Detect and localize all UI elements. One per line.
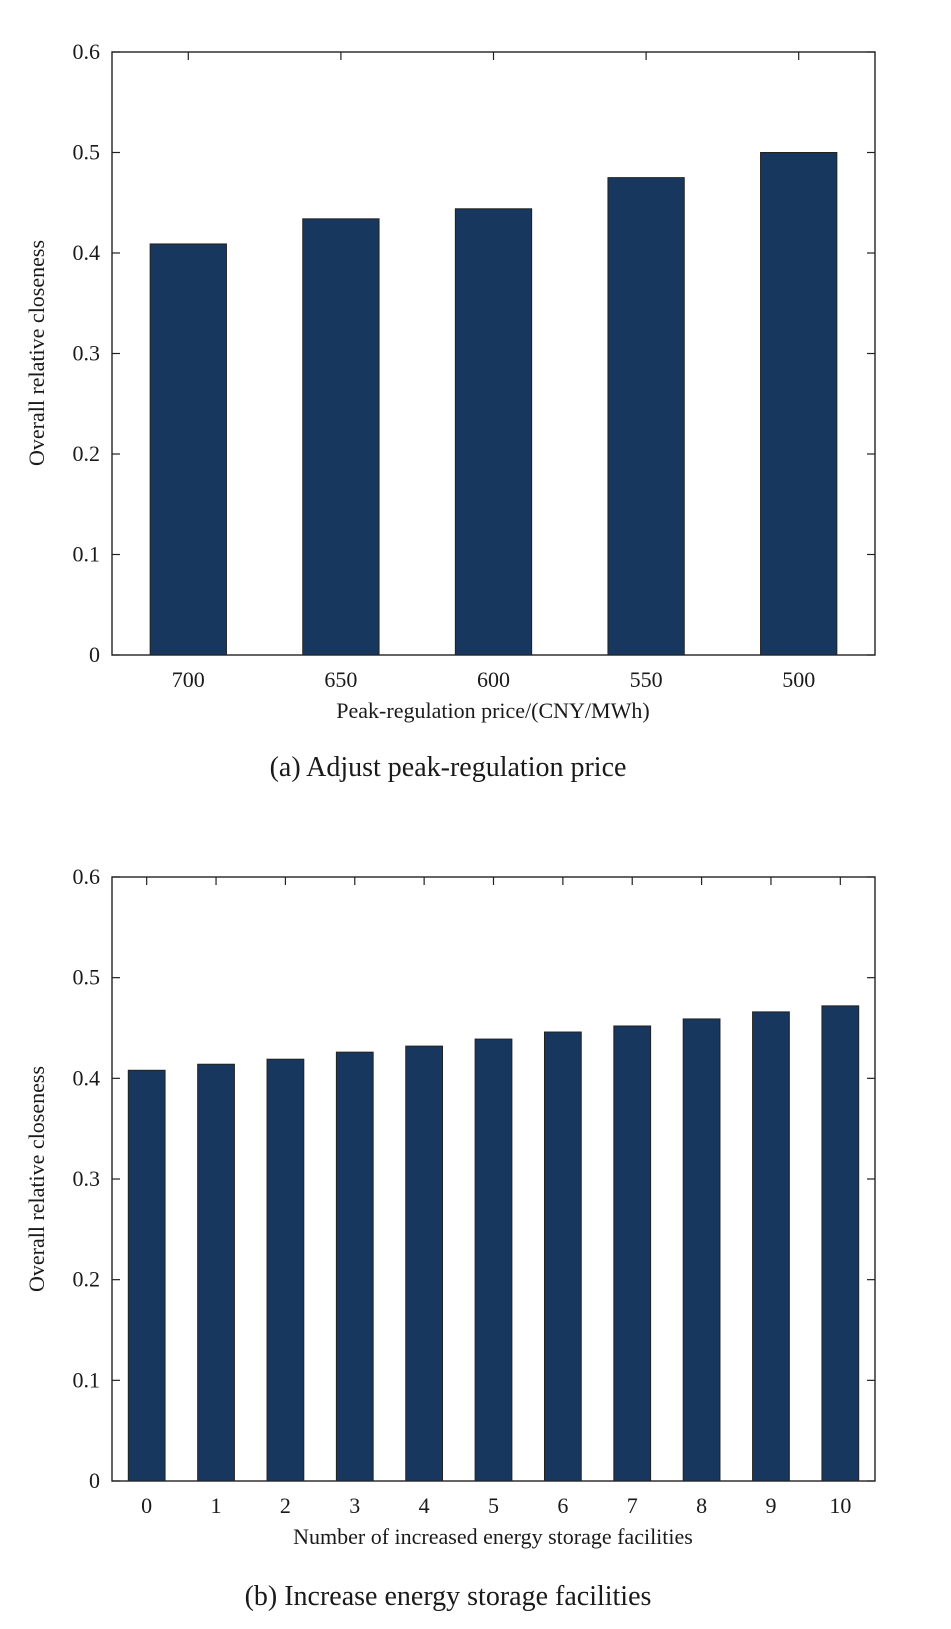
chart-b-energy-storage-facilities: 0 0.1 0.2 0.3 0.4 0.5 0.6 0 1 2 3 4 5 6 7 8 9 10 Number … [24, 864, 876, 1612]
chart-a-x-axis-label: Peak-regulation price/(CNY/MWh) [336, 698, 649, 723]
chart-b-y-tick-label: 0.1 [73, 1367, 101, 1392]
chart-b-y-tick-label: 0.3 [73, 1166, 101, 1191]
chart-b-y-tick-label: 0.2 [73, 1267, 101, 1292]
chart-a-bar-650 [302, 218, 380, 656]
chart-a-peak-regulation-price: 0 0.1 0.2 0.3 0.4 0.5 0.6 700 650 600 550 500 Peak… [24, 39, 876, 783]
chart-b-y-axis-label: Overall relative closeness [24, 1066, 49, 1292]
chart-b-x-tick-label: 6 [557, 1493, 568, 1518]
chart-b-y-tick-label: 0.5 [73, 965, 101, 990]
chart-a-y-tick-label: 0.2 [73, 441, 101, 466]
chart-b-bar-0 [127, 1069, 166, 1482]
chart-b-caption: (b) Increase energy storage facilities [245, 1581, 652, 1612]
chart-a-x-tick-label: 700 [172, 667, 205, 692]
chart-b-x-tick-label: 1 [211, 1493, 222, 1518]
chart-a-x-tick-label: 600 [477, 667, 510, 692]
chart-a-x-tick-label: 550 [630, 667, 663, 692]
chart-a-x-tick-label: 500 [782, 667, 815, 692]
chart-b-bar-7 [613, 1025, 652, 1482]
chart-a-y-tick-label: 0 [89, 642, 100, 667]
chart-b-bar-4 [405, 1045, 444, 1482]
chart-b-x-tick-label: 5 [488, 1493, 499, 1518]
chart-b-y-tick-labels: 0 0.1 0.2 0.3 0.4 0.5 0.6 [73, 864, 101, 1493]
chart-b-y-tick-label: 0 [89, 1468, 100, 1493]
chart-b-y-tick-label: 0.4 [73, 1065, 101, 1090]
chart-b-x-tick-label: 2 [280, 1493, 291, 1518]
chart-a-y-tick-label: 0.6 [73, 39, 101, 64]
chart-b-x-tick-label: 7 [627, 1493, 638, 1518]
chart-a-y-axis-label: Overall relative closeness [24, 240, 49, 466]
chart-b-x-tick-label: 4 [419, 1493, 430, 1518]
chart-b-x-tick-labels: 0 1 2 3 4 5 6 7 8 9 10 [141, 1493, 851, 1518]
chart-b-bar-1 [197, 1063, 235, 1482]
chart-a-bar-600 [454, 208, 533, 656]
chart-b-x-axis-label: Number of increased energy storage facil… [293, 1524, 693, 1549]
chart-a-y-tick-label: 0.5 [73, 140, 101, 165]
chart-b-y-tick-label: 0.6 [73, 864, 101, 889]
chart-b-bar-5 [474, 1038, 513, 1482]
chart-a-x-tick-labels: 700 650 600 550 500 [172, 667, 815, 692]
chart-b-bar-8 [682, 1018, 721, 1482]
chart-a-caption: (a) Adjust peak-regulation price [270, 752, 627, 783]
chart-b-bar-9 [752, 1011, 790, 1482]
chart-a-y-tick-label: 0.4 [73, 240, 101, 265]
chart-b-bar-2 [266, 1058, 305, 1482]
chart-a-y-tick-label: 0.1 [73, 542, 101, 567]
chart-a-bar-500 [760, 152, 838, 656]
chart-b-bar-10 [821, 1005, 860, 1482]
chart-b-x-tick-label: 9 [765, 1493, 776, 1518]
chart-a-bar-550 [607, 177, 685, 656]
chart-b-bar-3 [335, 1051, 374, 1482]
chart-b-bars [127, 1005, 860, 1482]
chart-b-x-tick-label: 10 [829, 1493, 851, 1518]
chart-a-y-tick-labels: 0 0.1 0.2 0.3 0.4 0.5 0.6 [73, 39, 101, 667]
chart-a-bars [149, 152, 838, 656]
chart-a-x-tick-label: 650 [324, 667, 357, 692]
chart-b-bar-6 [543, 1031, 582, 1482]
chart-b-x-tick-label: 0 [141, 1493, 152, 1518]
chart-b-x-tick-label: 3 [349, 1493, 360, 1518]
chart-a-bar-700 [149, 243, 227, 656]
chart-b-x-tick-label: 8 [696, 1493, 707, 1518]
chart-a-y-tick-label: 0.3 [73, 341, 101, 366]
